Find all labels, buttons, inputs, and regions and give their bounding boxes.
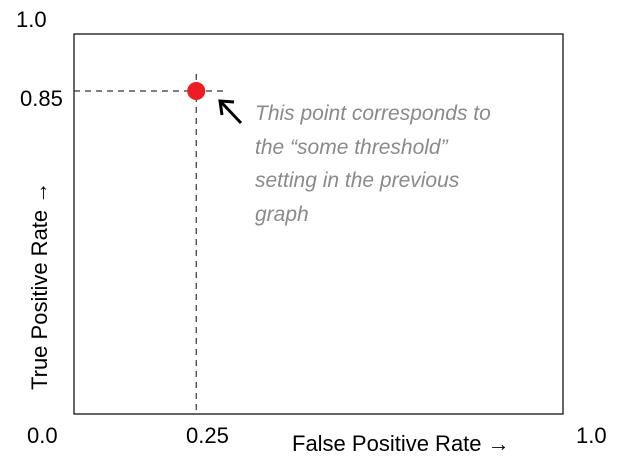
x-axis-title: False Positive Rate → <box>292 431 510 456</box>
annotation-arrow-icon <box>218 99 243 125</box>
annotation-line: setting in the previous <box>255 169 460 192</box>
annotation-line: This point corresponds to <box>255 102 491 125</box>
y-tick-label: 0.0 <box>27 423 58 448</box>
plot-frame <box>73 33 564 415</box>
x-tick-label: 0.25 <box>186 423 229 448</box>
annotation-line: the “some threshold” <box>255 136 449 159</box>
data-point <box>187 82 206 100</box>
y-axis-title: True Positive Rate → <box>27 182 52 390</box>
annotation-note: This point corresponds to the “some thre… <box>255 102 491 226</box>
y-tick-label: 1.0 <box>16 7 47 32</box>
annotation-line: graph <box>255 203 309 226</box>
y-tick-label: 0.85 <box>20 86 63 111</box>
x-tick-label: 1.0 <box>576 423 607 448</box>
